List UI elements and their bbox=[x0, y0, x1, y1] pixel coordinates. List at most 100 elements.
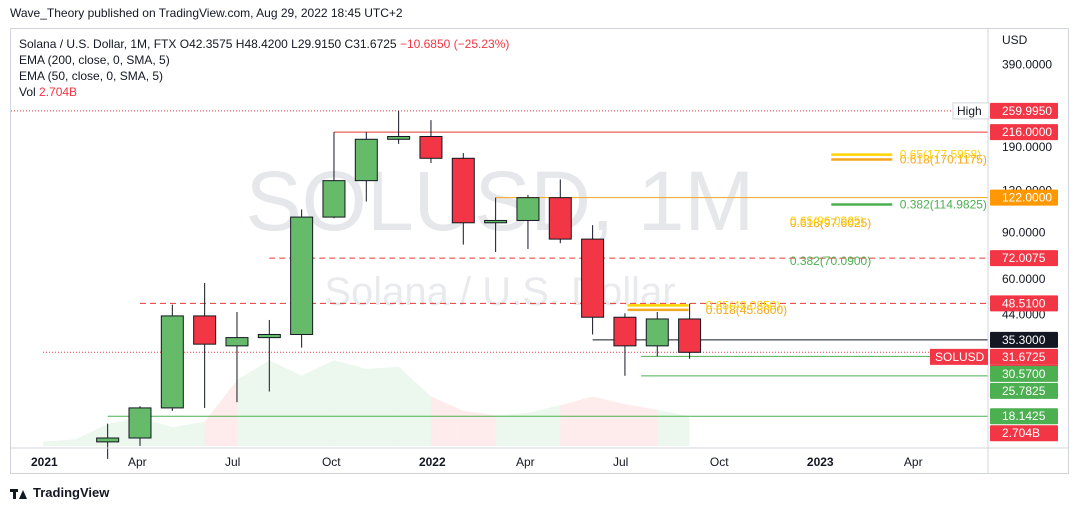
price-axis-badge-label: 72.0075 bbox=[1002, 251, 1046, 265]
price-axis-badge-label: 48.5100 bbox=[1002, 296, 1046, 310]
symbol-tag bbox=[930, 348, 988, 365]
volume-area-segment bbox=[301, 360, 334, 446]
volume-area-segment bbox=[236, 360, 270, 446]
volume-area-segment bbox=[398, 366, 431, 446]
price-axis-badge bbox=[990, 102, 1058, 119]
time-tick-label: Apr bbox=[128, 455, 147, 469]
price-axis-badge-label: 18.1425 bbox=[1002, 409, 1046, 423]
candle-body bbox=[613, 316, 637, 347]
candle-body bbox=[354, 138, 378, 182]
symbol-tag-label: SOLUSD bbox=[935, 350, 985, 364]
time-tick-label: Jul bbox=[225, 455, 240, 469]
chart-legend: Solana / U.S. Dollar, 1M, FTX O42.3575 H… bbox=[19, 36, 509, 100]
volume-area-segment bbox=[463, 410, 496, 446]
watermark-symbol: SOLUSD, 1M bbox=[246, 154, 755, 248]
fib-label: 0.618(170.1175) bbox=[900, 153, 987, 167]
volume-area-segment bbox=[204, 380, 237, 446]
price-axis-badge bbox=[990, 189, 1058, 206]
price-axis-badge bbox=[990, 425, 1058, 442]
volume-area-segment bbox=[624, 404, 658, 446]
price-axis-badge bbox=[990, 382, 1058, 399]
symbol-title: Solana / U.S. Dollar, 1M, FTX bbox=[19, 37, 177, 51]
chart-frame bbox=[10, 28, 1069, 474]
candle-body bbox=[484, 219, 508, 224]
volume-label: Vol bbox=[19, 85, 36, 99]
high-tag-label: High bbox=[957, 104, 982, 118]
candle-body bbox=[678, 318, 702, 353]
time-tick-label: 2022 bbox=[419, 455, 446, 469]
fib-label: 0.65(48.0850) bbox=[706, 298, 781, 312]
volume-area-segment bbox=[172, 421, 205, 446]
price-axis-badge-label: 216.0000 bbox=[1002, 125, 1052, 139]
candle-body bbox=[257, 333, 281, 339]
volume-area-segment bbox=[657, 409, 690, 446]
candle-body bbox=[451, 157, 475, 224]
volume-area-segment bbox=[527, 405, 561, 446]
candle-body bbox=[322, 180, 346, 218]
time-tick-label: Apr bbox=[904, 455, 923, 469]
price-tick-label: 90.0000 bbox=[1002, 226, 1046, 240]
price-tick-label: 390.0000 bbox=[1002, 57, 1052, 71]
time-tick-label: Jul bbox=[613, 455, 628, 469]
candle-body bbox=[581, 238, 605, 318]
fib-label: 0.65(177.5958) bbox=[900, 148, 981, 162]
price-axis-badge-label: 25.7825 bbox=[1002, 384, 1046, 398]
candle-body bbox=[419, 135, 443, 159]
price-axis-badge bbox=[990, 348, 1058, 365]
time-tick-label: Oct bbox=[322, 455, 341, 469]
tradingview-logo-icon bbox=[10, 487, 28, 499]
candle-body bbox=[160, 315, 184, 409]
price-tick-label: 60.0000 bbox=[1002, 272, 1046, 286]
volume-area-segment bbox=[495, 413, 528, 446]
candle-body bbox=[193, 315, 217, 345]
candle-body bbox=[516, 197, 540, 221]
price-axis-badge-label: 122.0000 bbox=[1002, 191, 1052, 205]
candle-body bbox=[548, 197, 572, 240]
candle-body bbox=[290, 216, 314, 335]
fib-label: 0.65(96.0925) bbox=[790, 214, 865, 228]
price-axis-badge-label: 259.9950 bbox=[1002, 104, 1052, 118]
time-tick-label: Apr bbox=[516, 455, 535, 469]
time-tick-label: Oct bbox=[710, 455, 729, 469]
candle-body bbox=[645, 318, 669, 347]
price-axis-unit: USD bbox=[1002, 33, 1028, 47]
price-axis-badge bbox=[990, 331, 1058, 348]
candle-body bbox=[128, 407, 152, 439]
tradingview-branding[interactable]: TradingView bbox=[10, 485, 109, 500]
price-axis-badge-label: 35.3000 bbox=[1002, 333, 1046, 347]
fib-label: 0.618(45.8600) bbox=[706, 303, 787, 317]
volume-value: 2.704B bbox=[39, 85, 78, 99]
fib-label: 0.382(114.9825) bbox=[900, 197, 987, 211]
price-axis-badge-label: 2.704B bbox=[1002, 426, 1040, 440]
candle-body bbox=[387, 135, 411, 140]
change-value: −10.6850 (−25.23%) bbox=[399, 37, 510, 51]
volume-area-segment bbox=[430, 396, 464, 446]
ohlc-values: O42.3575 H48.4200 L29.9150 C31.6725 bbox=[179, 37, 397, 51]
ema50-indicator[interactable]: EMA (50, close, 0, SMA, 5) bbox=[19, 69, 164, 83]
fib-label: 0.618(97.6025) bbox=[790, 216, 871, 230]
publish-info: Wave_Theory published on TradingView.com… bbox=[10, 6, 403, 20]
volume-indicator[interactable]: Vol 2.704B bbox=[19, 84, 509, 100]
high-tag bbox=[952, 102, 990, 120]
volume-area-segment bbox=[333, 360, 367, 446]
price-tick-label: 190.0000 bbox=[1002, 140, 1052, 154]
watermark-name: Solana / U.S. Dollar bbox=[324, 270, 675, 314]
price-axis-badge-label: 31.6725 bbox=[1002, 350, 1046, 364]
volume-area-segment bbox=[43, 439, 76, 446]
price-axis-badge-label: 30.5700 bbox=[1002, 367, 1046, 381]
symbol-line[interactable]: Solana / U.S. Dollar, 1M, FTX O42.3575 H… bbox=[19, 36, 509, 52]
price-axis-badge bbox=[990, 408, 1058, 425]
volume-area-segment bbox=[366, 366, 399, 446]
volume-area-segment bbox=[269, 360, 302, 446]
time-tick-label: 2021 bbox=[31, 455, 58, 469]
price-axis-badge bbox=[990, 124, 1058, 141]
price-axis-badge bbox=[990, 365, 1058, 382]
candle-body bbox=[225, 337, 249, 347]
fib-label: 0.382(70.0900) bbox=[790, 254, 871, 268]
volume-area-segment bbox=[592, 396, 625, 446]
time-tick-label: 2023 bbox=[807, 455, 834, 469]
price-axis-badge bbox=[990, 250, 1058, 267]
ema200-indicator[interactable]: EMA (200, close, 0, SMA, 5) bbox=[19, 53, 170, 67]
price-axis-badge bbox=[990, 295, 1058, 312]
